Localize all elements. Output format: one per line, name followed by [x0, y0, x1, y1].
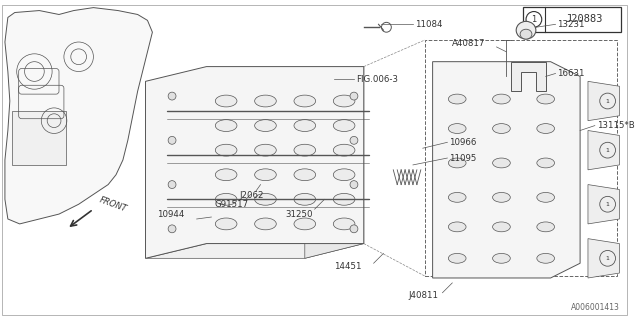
Ellipse shape	[294, 193, 316, 205]
Text: 11084: 11084	[415, 20, 442, 29]
Polygon shape	[305, 67, 364, 258]
Ellipse shape	[449, 124, 466, 133]
Polygon shape	[145, 67, 364, 258]
Text: 1: 1	[531, 15, 536, 24]
Ellipse shape	[255, 95, 276, 107]
Ellipse shape	[449, 222, 466, 232]
Text: 16631: 16631	[557, 69, 585, 78]
Circle shape	[168, 92, 176, 100]
Text: 13115*B: 13115*B	[597, 121, 635, 130]
Polygon shape	[588, 185, 620, 224]
Ellipse shape	[537, 158, 554, 168]
Ellipse shape	[333, 169, 355, 181]
Ellipse shape	[537, 222, 554, 232]
Text: 1: 1	[605, 148, 609, 153]
Polygon shape	[588, 131, 620, 170]
Text: A006001413: A006001413	[570, 303, 620, 312]
Ellipse shape	[215, 120, 237, 132]
Ellipse shape	[255, 218, 276, 230]
Ellipse shape	[449, 192, 466, 202]
Ellipse shape	[255, 120, 276, 132]
Ellipse shape	[520, 29, 532, 39]
Text: A40817: A40817	[452, 39, 486, 49]
Text: 1: 1	[605, 99, 609, 103]
Ellipse shape	[537, 94, 554, 104]
Text: 10966: 10966	[449, 138, 477, 147]
Ellipse shape	[255, 144, 276, 156]
Circle shape	[350, 181, 358, 188]
Ellipse shape	[449, 253, 466, 263]
Circle shape	[350, 225, 358, 233]
Text: 13231: 13231	[557, 20, 585, 29]
Ellipse shape	[493, 158, 510, 168]
Ellipse shape	[294, 218, 316, 230]
Ellipse shape	[215, 193, 237, 205]
Ellipse shape	[493, 192, 510, 202]
Text: 31250: 31250	[285, 210, 312, 219]
Ellipse shape	[493, 253, 510, 263]
Polygon shape	[511, 62, 546, 91]
Ellipse shape	[493, 222, 510, 232]
Text: 1: 1	[605, 256, 609, 261]
Ellipse shape	[537, 124, 554, 133]
Ellipse shape	[537, 253, 554, 263]
Ellipse shape	[333, 193, 355, 205]
Ellipse shape	[537, 192, 554, 202]
Ellipse shape	[493, 124, 510, 133]
Circle shape	[350, 92, 358, 100]
Ellipse shape	[215, 218, 237, 230]
Text: FRONT: FRONT	[99, 195, 129, 213]
Ellipse shape	[294, 95, 316, 107]
Ellipse shape	[449, 158, 466, 168]
Text: J2062: J2062	[239, 191, 264, 200]
Text: J20883: J20883	[565, 14, 603, 24]
Ellipse shape	[333, 95, 355, 107]
Polygon shape	[588, 239, 620, 278]
Ellipse shape	[493, 94, 510, 104]
Ellipse shape	[333, 144, 355, 156]
Ellipse shape	[215, 169, 237, 181]
Bar	[12, 111, 66, 165]
Circle shape	[168, 225, 176, 233]
Polygon shape	[433, 62, 580, 278]
Ellipse shape	[294, 169, 316, 181]
Ellipse shape	[516, 21, 536, 39]
Polygon shape	[145, 244, 364, 258]
Ellipse shape	[294, 144, 316, 156]
Circle shape	[168, 136, 176, 144]
Text: 10944: 10944	[157, 210, 185, 219]
Bar	[425, 40, 618, 276]
Text: J40811: J40811	[408, 291, 438, 300]
Ellipse shape	[449, 94, 466, 104]
Circle shape	[168, 181, 176, 188]
Ellipse shape	[215, 144, 237, 156]
Ellipse shape	[215, 95, 237, 107]
Polygon shape	[5, 8, 152, 224]
Ellipse shape	[333, 120, 355, 132]
Text: G91517: G91517	[214, 200, 248, 209]
Text: FIG.006-3: FIG.006-3	[356, 75, 398, 84]
Text: 11095: 11095	[449, 154, 477, 163]
Ellipse shape	[294, 120, 316, 132]
Text: 1: 1	[605, 202, 609, 207]
Ellipse shape	[333, 218, 355, 230]
Bar	[523, 7, 621, 32]
Circle shape	[350, 136, 358, 144]
Ellipse shape	[255, 169, 276, 181]
Text: 14451: 14451	[334, 262, 362, 271]
Ellipse shape	[255, 193, 276, 205]
Polygon shape	[588, 81, 620, 121]
